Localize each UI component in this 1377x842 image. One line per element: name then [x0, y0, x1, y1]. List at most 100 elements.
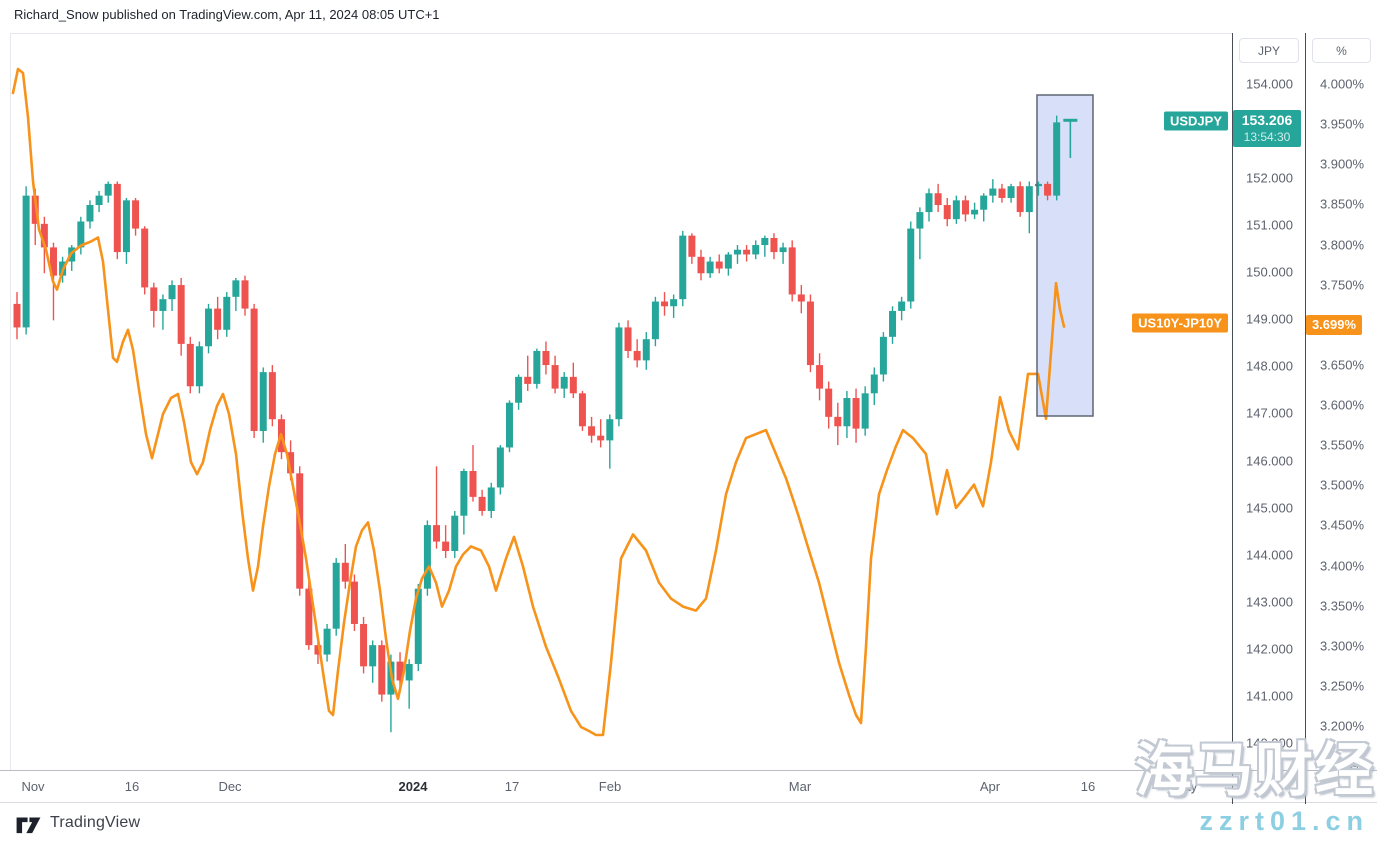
percent-tick-label: 3.800% — [1319, 237, 1365, 252]
candle-body — [1016, 186, 1024, 213]
spread-line-series — [11, 67, 1066, 737]
jpy-tick-label: 152.000 — [1246, 170, 1293, 186]
candle-body — [141, 228, 149, 288]
axis-separator-line — [1305, 771, 1306, 804]
candle-body — [223, 296, 231, 330]
candle-body — [898, 301, 906, 311]
spread-value-badge: 3.699% — [1306, 315, 1362, 335]
candle-body — [22, 195, 30, 328]
percent-tick-label: 3.900% — [1319, 156, 1365, 172]
tradingview-brand-text: TradingView — [50, 814, 141, 831]
candle-body — [168, 285, 176, 300]
candle-body — [177, 285, 185, 344]
candle-body — [642, 339, 650, 361]
candle-body — [341, 562, 349, 582]
candle-body — [615, 327, 623, 420]
chart-plot-area[interactable] — [10, 33, 1233, 771]
candle-body — [378, 645, 386, 695]
candle-body — [350, 581, 358, 624]
candle-body — [788, 247, 796, 295]
candle-body — [159, 299, 167, 311]
current-bar-marker — [1063, 118, 1078, 158]
candle-body — [332, 562, 340, 629]
candle-body — [77, 221, 85, 248]
candle-body — [505, 402, 513, 448]
candle-body — [551, 365, 559, 389]
candle-body — [515, 376, 523, 403]
percent-unit-button[interactable]: % — [1312, 38, 1371, 63]
candle-body — [451, 515, 459, 552]
last-price-value: 153.206 — [1241, 112, 1293, 128]
candle-body — [268, 372, 276, 420]
candle-body — [205, 308, 213, 347]
candle-body — [1007, 186, 1015, 198]
candle-body — [442, 541, 450, 552]
time-axis-label: 16 — [124, 779, 140, 794]
candle-body — [606, 419, 614, 441]
candle-body — [852, 398, 860, 429]
candle-body — [405, 663, 413, 681]
candle-body — [49, 247, 57, 276]
usdjpy-series-label: USDJPY — [1163, 111, 1228, 131]
price-axis-jpy[interactable]: JPY 154.000 152.000 151.000 150.000 149.000 1… — [1232, 33, 1306, 803]
jpy-unit-button[interactable]: JPY — [1239, 38, 1299, 63]
candle-body — [314, 645, 322, 655]
last-price-time: 13:54:30 — [1243, 130, 1291, 144]
tradingview-footer[interactable]: TradingView — [14, 812, 140, 834]
percent-tick-label: 3.850% — [1319, 196, 1365, 212]
candle-body — [132, 200, 140, 229]
jpy-tick-label: 154.000 — [1246, 76, 1293, 92]
candle-body — [633, 350, 641, 361]
candle-body — [597, 435, 605, 441]
percent-tick-label: 3.450% — [1319, 517, 1365, 533]
candle-body — [496, 447, 504, 488]
candle-body — [588, 426, 596, 436]
jpy-tick-label: 141.000 — [1246, 688, 1293, 704]
candle-body — [843, 398, 851, 427]
candle-body — [925, 193, 933, 213]
time-axis-label: 17 — [504, 779, 520, 794]
highlight-box-fill[interactable] — [1037, 95, 1093, 416]
candle-body — [533, 350, 541, 384]
candle-body — [779, 247, 787, 253]
time-axis-label: 16 — [1080, 779, 1096, 794]
time-axis[interactable]: Nov 16 Dec 2024 17 Feb Mar Apr 16 May — [0, 770, 1377, 804]
publication-header: Richard_Snow published on TradingView.co… — [14, 7, 440, 22]
candle-body — [396, 661, 404, 681]
candle-body — [113, 183, 121, 253]
candle-body — [423, 525, 431, 589]
percent-axis[interactable]: % 4.000% 3.950% 3.900% 3.850% 3.800% 3.750% 3.… — [1305, 33, 1377, 803]
axis-separator-line — [1232, 771, 1233, 804]
candle-body — [688, 235, 696, 257]
candle-body — [679, 235, 687, 300]
highlight-box-border[interactable] — [1036, 94, 1094, 417]
candle-body — [870, 374, 878, 394]
candle-body — [825, 388, 833, 417]
candle-body — [752, 245, 760, 255]
candle-body — [861, 393, 869, 429]
candle-body — [961, 200, 969, 215]
percent-tick-label: 3.550% — [1319, 437, 1365, 453]
percent-tick-label: 4.000% — [1319, 76, 1365, 92]
candle-body — [797, 294, 805, 302]
chart-canvas[interactable] — [11, 34, 1233, 771]
candle-body — [697, 256, 705, 274]
candle-body — [122, 200, 130, 253]
candle-body — [241, 280, 249, 309]
candle-body — [469, 470, 477, 497]
candle-body — [834, 416, 842, 427]
percent-tick-label: 3.250% — [1319, 678, 1365, 694]
jpy-tick-label: 151.000 — [1246, 217, 1293, 233]
candle-body — [1044, 183, 1052, 196]
candle-body — [578, 393, 586, 427]
watermark-url-text: zzrt01.cn — [1199, 806, 1369, 836]
candle-body — [542, 350, 550, 366]
jpy-tick-label: 149.000 — [1246, 311, 1293, 327]
jpy-tick-label: 150.000 — [1246, 264, 1293, 280]
jpy-tick-label: 145.000 — [1246, 500, 1293, 516]
candle-body — [1053, 122, 1061, 196]
candle-body — [86, 205, 94, 222]
candle-body — [1034, 183, 1042, 187]
candle-body — [259, 372, 267, 431]
candle-body — [360, 623, 368, 667]
